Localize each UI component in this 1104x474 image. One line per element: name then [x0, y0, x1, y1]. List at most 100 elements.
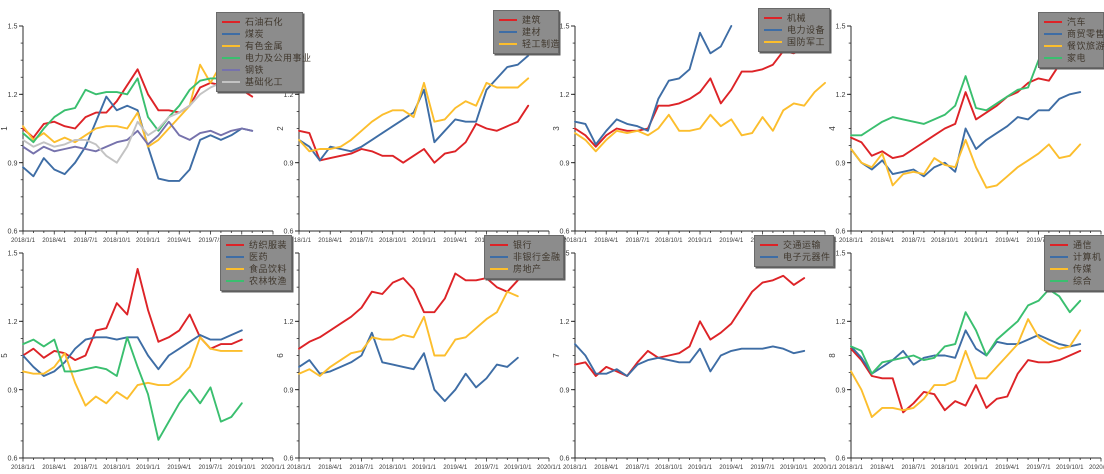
series-line-医药 [22, 329, 243, 377]
y-tick-label: 0.6 [836, 227, 846, 236]
legend-chart-8: 通信 计算机 传媒 综合 [1044, 235, 1104, 291]
series-line-基础化工 [22, 75, 254, 164]
y-tick-label: 0.9 [284, 385, 294, 394]
legend-line-swatch [1050, 243, 1068, 247]
legend-line-swatch [764, 16, 782, 20]
y-axis-title: 4 [828, 126, 837, 131]
legend-item: 传媒 [1050, 263, 1101, 275]
legend-item: 餐饮旅游 [1044, 40, 1104, 52]
chart-panel-8: 0.6 0.9 1.2 1.5 2018/1/1 2018/4/1 2018/7/1 2018… [828, 235, 1104, 474]
series-line-电力设备 [574, 25, 733, 146]
x-tick-label: 2018/7/1 [901, 464, 926, 471]
x-tick-label: 2018/1/1 [839, 237, 864, 244]
x-tick-label: 2019/7/1 [750, 464, 775, 471]
legend-label: 农林牧渔 [249, 276, 288, 286]
legend-item: 有色金属 [222, 40, 298, 52]
x-tick-label: 2019/1/1 [136, 237, 161, 244]
chart-panel-1: 0.6 0.9 1.2 1.5 2018/1/1 2018/4/1 2018/7/1 2018… [0, 0, 311, 244]
y-tick-label: 1.2 [560, 90, 570, 99]
x-tick-label: 2019/4/1 [995, 237, 1020, 244]
y-tick-label: 0.6 [8, 454, 18, 463]
series-line-建材 [298, 54, 530, 162]
legend-item: 石油石化 [222, 16, 298, 28]
legend-item: 交通运输 [760, 239, 829, 251]
legend-line-swatch [222, 32, 240, 36]
y-tick-label: 1.2 [560, 317, 570, 326]
legend-label: 计算机 [1073, 252, 1102, 262]
y-tick-label: 1.5 [836, 249, 846, 258]
legend-line-swatch [222, 80, 240, 84]
legend-item: 非银行金融 [490, 251, 560, 263]
x-tick-label: 2018/1/1 [11, 237, 36, 244]
x-tick-label: 2019/7/1 [474, 464, 499, 471]
legend-line-swatch [1044, 32, 1062, 36]
x-tick-label: 2018/4/1 [42, 237, 67, 244]
x-tick-label: 2019/1/1 [412, 464, 437, 471]
legend-item: 食品饮料 [226, 263, 287, 275]
legend-line-swatch [1044, 56, 1062, 60]
legend-item: 建材 [499, 26, 554, 38]
y-tick-label: 0.6 [284, 454, 294, 463]
legend-label: 电力及公用事业 [245, 53, 312, 63]
legend-item: 电力及公用事业 [222, 52, 311, 64]
x-tick-label: 2018/4/1 [594, 464, 619, 471]
chart-svg-8: 0.6 0.9 1.2 1.5 2018/1/1 2018/4/1 2018/7/1 2018… [828, 249, 1104, 471]
chart-svg-6: 0.60.91.21.52018/1/12018/4/12018/7/12018… [276, 249, 562, 471]
legend-line-swatch [499, 30, 517, 34]
y-axis-title: 8 [828, 353, 837, 358]
x-tick-label: 2020/1/1 [261, 464, 286, 471]
legend-line-swatch [226, 279, 244, 283]
x-tick-label: 2018/4/1 [42, 464, 67, 471]
y-tick-label: 1.5 [8, 22, 18, 31]
x-tick-label: 2019/7/1 [198, 237, 223, 244]
x-tick-label: 2019/7/1 [1026, 237, 1051, 244]
x-tick-label: 2018/7/1 [349, 464, 374, 471]
series-line-轻工制造 [298, 77, 530, 153]
legend-line-swatch [490, 255, 508, 259]
legend-line-swatch [226, 255, 244, 259]
y-tick-label: 0.9 [560, 158, 570, 167]
series-line-农林牧渔 [22, 336, 243, 441]
legend-item: 综合 [1050, 275, 1101, 287]
y-tick-label: 0.6 [284, 227, 294, 236]
y-tick-label: 0.9 [836, 385, 846, 394]
y-axis-title: 3 [552, 126, 561, 131]
legend-label: 交通运输 [783, 240, 822, 250]
series-line-计算机 [850, 329, 1082, 375]
series-line-商贸零售 [850, 91, 1082, 178]
x-tick-label: 2019/10/1 [228, 464, 256, 471]
x-tick-label: 2019/4/1 [167, 464, 192, 471]
x-tick-label: 2018/10/1 [103, 464, 131, 471]
legend-item: 纺织服装 [226, 239, 287, 251]
legend-item: 钢铁 [222, 64, 298, 76]
legend-label: 传媒 [1073, 264, 1093, 274]
legend-chart-7: 交通运输 电子元器件 [754, 235, 834, 267]
chart-svg-7: 0.6 0.9 1.2 1.5 2018/1/1 2018/4/1 2018/7/1 2018… [552, 249, 838, 471]
x-tick-label: 2018/4/1 [318, 237, 343, 244]
legend-line-swatch [222, 56, 240, 60]
legend-chart-6: 银行 非银行金融 房地产 [484, 235, 564, 279]
chart-panel-5: 0.6 0.9 1.2 1.5 2018/1/1 2018/4/1 2018/7/1 2018… [0, 235, 292, 474]
y-tick-label: 0.9 [8, 158, 18, 167]
series-line-银行 [298, 272, 519, 350]
y-tick-label: 0.9 [836, 158, 846, 167]
legend-line-swatch [1050, 255, 1068, 259]
series-line-传媒 [850, 318, 1082, 418]
series-line-汽车 [850, 52, 1082, 160]
chart-panel-2: 0.60.91.21.52018/1/12018/4/12018/7/12018… [276, 0, 562, 244]
legend-item: 电力设备 [764, 24, 825, 36]
series-line-煤炭 [22, 95, 254, 182]
legend-label: 石油石化 [245, 17, 284, 27]
x-tick-label: 2018/1/1 [287, 464, 312, 471]
x-tick-label: 2019/4/1 [719, 237, 744, 244]
x-tick-label: 2018/1/1 [839, 464, 864, 471]
x-tick-label: 2018/7/1 [349, 237, 374, 244]
x-tick-label: 2018/7/1 [73, 464, 98, 471]
legend-item: 煤炭 [222, 28, 298, 40]
x-tick-label: 2019/10/1 [780, 464, 808, 471]
series-line-餐饮旅游 [850, 138, 1082, 189]
legend-label: 银行 [513, 240, 533, 250]
x-tick-label: 2018/10/1 [931, 464, 959, 471]
legend-line-swatch [499, 42, 517, 46]
y-tick-label: 1.2 [284, 90, 294, 99]
